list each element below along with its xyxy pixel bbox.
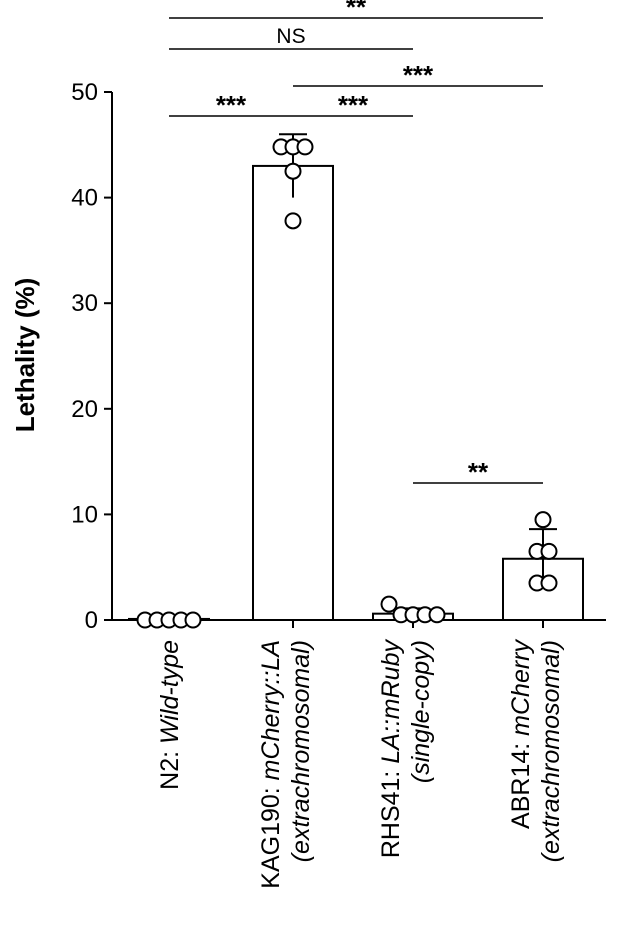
significance-label: *** [216,90,247,120]
bar [252,164,334,621]
significance-label: NS [276,25,305,48]
y-tick-label: 50 [71,79,98,106]
significance-label: *** [338,90,369,120]
category-label: KAG190: mCherry::LA [257,640,285,889]
significance-annotations: **NS****** ***** [169,0,543,487]
category-label-sub: (single-copy) [407,640,435,783]
data-point [540,542,558,560]
y-tick-label: 0 [85,607,98,634]
category-label: N2: Wild-type [156,640,184,790]
category-label: RHS41: LA::mRuby [377,639,405,859]
data-point [296,138,314,156]
category-label-sub: (extrachromosomal) [537,640,565,862]
data-points [136,138,558,629]
category-label-name: mCherry::LA [257,640,285,780]
y-tick-label: 30 [71,290,98,317]
category-label: ABR14: mCherry [507,639,535,829]
category-label-name: LA::mRuby [377,639,405,764]
data-point [540,574,558,592]
significance-label: *** [403,60,434,90]
category-label-name: Wild-type [156,640,184,744]
significance-label: ** [468,457,489,487]
category-label-prefix: RHS41: [377,764,405,858]
significance-label: ** [346,0,367,22]
category-label-name: mCherry [507,639,535,736]
axes: 0 10 20 30 40 50 [71,79,606,634]
category-label-sub: (extrachromosomal) [287,640,315,862]
y-tick-label: 20 [71,396,98,423]
data-point [380,595,398,613]
y-tick-label: 10 [71,501,98,528]
y-tick-label: 40 [71,185,98,212]
data-point [284,162,302,180]
data-point [534,511,552,529]
bars [128,164,584,622]
category-label-prefix: N2: [156,744,184,790]
data-point [284,212,302,230]
category-label-prefix: ABR14: [507,736,535,829]
data-point [184,611,202,629]
category-label-prefix: KAG190: [257,780,285,888]
data-point [428,606,446,624]
y-axis-title: Lethality (%) [10,278,40,433]
